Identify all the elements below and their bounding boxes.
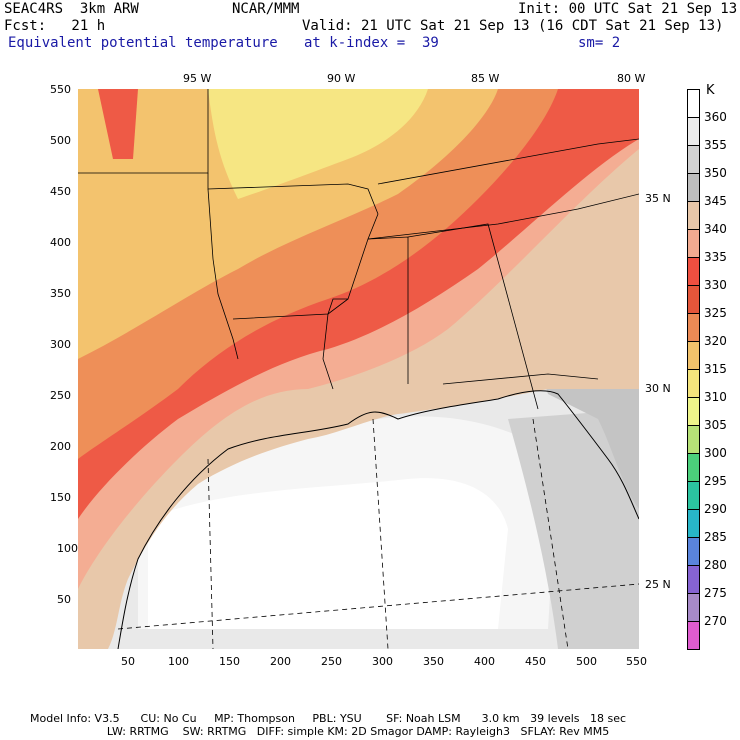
legend-level: 280 [704,558,727,572]
legend-swatch [687,593,700,622]
legend-swatch [687,369,700,398]
level-info: at k-index = 39 [304,35,439,51]
model-info-line1: Model Info: V3.5 CU: No Cu MP: Thompson … [30,712,627,725]
legend-swatch [687,201,700,230]
x-tick: 400 [474,655,495,668]
legend-level: 310 [704,390,727,404]
y-tick: 200 [50,440,71,453]
x-tick: 250 [321,655,342,668]
legend-swatch [687,285,700,314]
x-tick: 550 [626,655,647,668]
land-355-strip [98,89,138,159]
lon-label: 95 W [183,72,212,85]
y-tick: 150 [50,491,71,504]
x-tick: 150 [219,655,240,668]
legend-level: 335 [704,250,727,264]
legend-level: 325 [704,306,727,320]
theta-e-map [78,89,639,649]
legend-swatch [687,621,700,650]
legend-swatch [687,173,700,202]
valid-time: Valid: 21 UTC Sat 21 Sep 13 (16 CDT Sat … [302,18,724,34]
legend-swatch [687,453,700,482]
init-time: Init: 00 UTC Sat 21 Sep 13 [518,1,738,17]
ocean-max-theta [148,478,508,629]
legend-level: 345 [704,194,727,208]
lat-label: 35 N [645,192,671,205]
legend-level: 340 [704,222,727,236]
legend-swatch [687,145,700,174]
model-title: SEAC4RS 3km ARW [4,1,139,17]
smoothing-info: sm= 2 [578,35,621,51]
y-tick: 250 [50,389,71,402]
lon-label: 80 W [617,72,646,85]
x-tick: 200 [270,655,291,668]
legend-level: 270 [704,614,727,628]
y-tick: 550 [50,83,71,96]
x-tick: 500 [576,655,597,668]
legend-level: 330 [704,278,727,292]
legend-swatch [687,117,700,146]
legend-swatch [687,229,700,258]
land-315-band [208,89,428,199]
y-tick: 100 [57,542,78,555]
legend-swatch [687,257,700,286]
lon-label: 85 W [471,72,500,85]
lat-label: 30 N [645,382,671,395]
forecast-hour: Fcst: 21 h [4,18,106,34]
coastline [117,390,639,649]
legend-level: 290 [704,502,727,516]
legend-level: 360 [704,110,727,124]
legend-swatch [687,481,700,510]
legend-swatch [687,509,700,538]
legend-level: 285 [704,530,727,544]
legend-swatch [687,89,700,118]
legend-swatch [687,341,700,370]
model-info-line2: LW: RRTMG SW: RRTMG DIFF: simple KM: 2D … [30,725,610,738]
y-tick: 300 [50,338,71,351]
legend-unit: K [706,83,715,98]
land-320-band [78,89,498,359]
color-legend: 360 355 350 345 340 335 330 325 320 315 310 305 300 2… [687,89,727,650]
y-tick: 450 [50,185,71,198]
lat-label: 25 N [645,578,671,591]
legend-level: 350 [704,166,727,180]
east-gulf-gray [508,409,639,649]
legend-level: 295 [704,474,727,488]
field-name: Equivalent potential temperature [8,35,278,51]
x-tick: 350 [423,655,444,668]
y-tick: 400 [50,236,71,249]
x-tick: 300 [372,655,393,668]
legend-level: 300 [704,446,727,460]
legend-level: 355 [704,138,727,152]
legend-level: 275 [704,586,727,600]
legend-swatch [687,537,700,566]
legend-swatch [687,565,700,594]
state-borders [78,89,639,410]
org-title: NCAR/MMM [232,1,300,17]
legend-swatch [687,313,700,342]
legend-level: 305 [704,418,727,432]
legend-level: 315 [704,362,727,376]
legend-swatch [687,425,700,454]
legend-swatch [687,397,700,426]
x-tick: 50 [121,655,135,668]
lon-label: 90 W [327,72,356,85]
y-tick: 50 [57,593,71,606]
x-tick: 100 [168,655,189,668]
legend-level: 320 [704,334,727,348]
y-tick: 500 [50,134,71,147]
y-tick: 350 [50,287,71,300]
x-tick: 450 [525,655,546,668]
projection-lines [117,418,639,649]
